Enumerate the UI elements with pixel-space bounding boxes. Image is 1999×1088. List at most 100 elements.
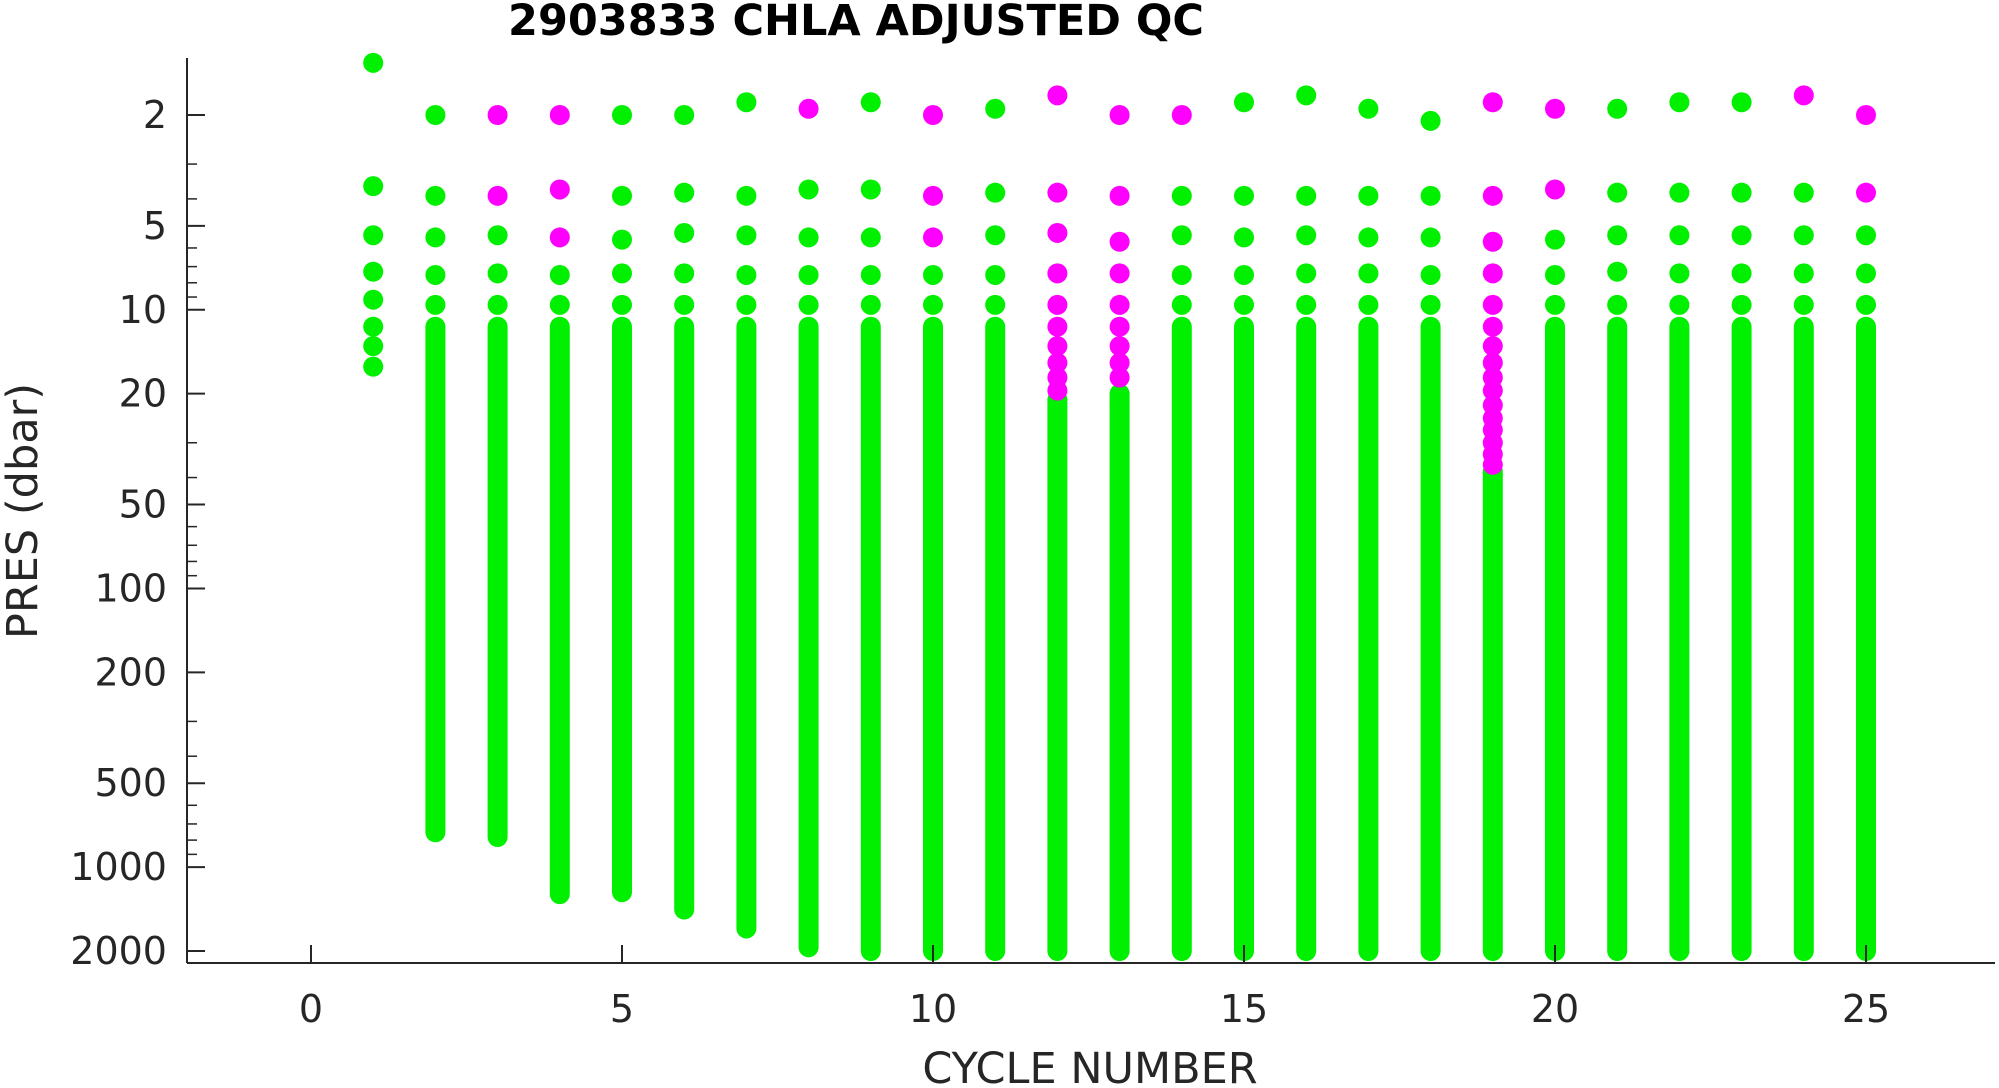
data-point [1109,352,1130,373]
data-point [1109,231,1130,252]
data-point [612,105,632,125]
data-point [487,294,508,315]
data-point [487,225,508,246]
data-point [1047,380,1068,401]
axes [186,58,1995,964]
data-point [1047,85,1068,106]
data-point [674,182,695,203]
data-point [363,52,384,73]
data-point [1731,182,1752,203]
data-point [736,264,757,285]
data-point [549,227,570,248]
data-point [1856,294,1876,315]
data-point [1234,294,1254,315]
data-point [1047,352,1068,373]
y-tick-label: 2 [143,93,167,137]
data-point [1296,225,1317,246]
data-point [923,294,943,315]
data-point [1420,264,1441,285]
data-point [1358,185,1379,206]
data-point [425,105,446,125]
x-tick-label: 5 [610,987,634,1031]
data-point [1482,380,1503,401]
data-point [1296,185,1317,206]
data-point [798,264,819,285]
y-tick-label: 100 [94,566,167,610]
data-point [612,294,632,315]
data-point [612,263,632,284]
x-axis-label: CYCLE NUMBER [922,1044,1257,1088]
data-point [1793,263,1814,284]
data-point [1607,225,1628,246]
data-point [1296,294,1317,315]
data-point [549,179,570,200]
data-point [985,182,1006,203]
data-point [1047,336,1068,357]
data-point [1109,316,1130,337]
data-point [1669,225,1690,246]
x-tick-label: 0 [299,987,323,1031]
data-point [1047,294,1068,315]
data-point [674,105,695,125]
data-point [549,105,570,125]
data-point [923,105,943,125]
y-tick-label: 1000 [70,845,167,889]
data-point [1358,98,1379,119]
data-point [1607,98,1628,119]
data-point [1545,229,1565,250]
data-point [1234,185,1254,206]
data-point [1856,263,1876,284]
data-point [363,261,384,282]
data-point [1669,92,1690,113]
data-point [1545,179,1565,200]
data-point [1109,395,1130,416]
data-point [1358,263,1379,284]
data-point [487,263,508,284]
data-point [1731,92,1752,113]
data-point [612,229,632,250]
data-point [860,294,881,315]
data-point [1420,294,1441,315]
data-point [1482,352,1503,373]
data-point [1171,264,1192,285]
data-point [1607,261,1628,282]
data-point [1793,182,1814,203]
y-tick-label: 10 [119,288,167,332]
data-point [363,356,384,377]
data-point [1171,185,1192,206]
data-point [798,179,819,200]
data-point [985,225,1006,246]
data-point [1793,85,1814,106]
data-point [1109,367,1130,388]
data-point [1109,105,1130,125]
data-point [1109,336,1130,357]
data-point [549,264,570,285]
x-tick-label: 20 [1531,987,1579,1031]
data-point [1358,294,1379,315]
x-tick-label: 25 [1842,987,1890,1031]
data-point [1545,264,1565,285]
data-point [674,222,695,243]
y-tick-label: 5 [143,204,167,248]
data-point [923,264,943,285]
data-point [1482,185,1503,206]
data-point [674,294,695,315]
data-point [1607,294,1628,315]
data-point [612,185,632,206]
data-point [1545,294,1565,315]
data-point [1234,264,1254,285]
data-point [425,227,446,248]
data-point [1171,294,1192,315]
y-tick-label: 200 [94,650,167,694]
data-point [1856,105,1876,125]
data-point [1731,263,1752,284]
y-axis-label: PRES (dbar) [0,383,48,639]
data-point [736,185,757,206]
data-point [1856,225,1876,246]
data-point [1669,294,1690,315]
data-point [736,225,757,246]
data-point [1296,85,1317,106]
data-point [363,225,384,246]
data-point [1420,110,1441,131]
data-point [985,294,1006,315]
